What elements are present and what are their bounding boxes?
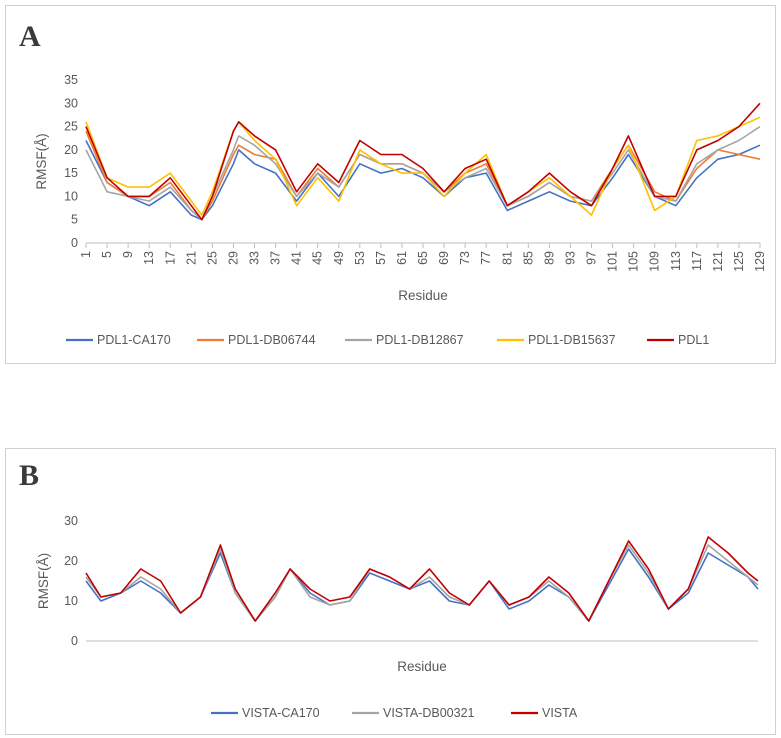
panel-letter-b: B: [19, 459, 40, 492]
legend-item: PDL1-DB06744: [197, 333, 316, 347]
y-tick-label: 30: [64, 96, 78, 110]
x-tick-label: 49: [332, 251, 346, 265]
x-axis-title: Residue: [398, 288, 448, 303]
x-tick-label: 121: [711, 251, 725, 272]
legend-item: PDL1-DB15637: [497, 333, 616, 347]
x-tick-label: 21: [184, 251, 198, 265]
legend-item: VISTA: [511, 706, 578, 720]
y-tick-label: 0: [71, 236, 78, 250]
y-tick-label: 20: [64, 554, 78, 568]
series-line-pdl1-db15637: [85, 116, 761, 216]
legend-label: PDL1-DB06744: [228, 333, 316, 347]
x-tick-label: 45: [311, 251, 325, 265]
x-tick-label: 65: [416, 251, 430, 265]
x-tick-label: 73: [458, 251, 472, 265]
x-tick-label: 41: [290, 251, 304, 265]
x-tick-label: 89: [542, 251, 556, 265]
x-tick-label: 25: [205, 251, 219, 265]
x-tick-label: 101: [606, 251, 620, 272]
legend-label: VISTA: [542, 706, 578, 720]
x-tick-label: 77: [479, 251, 493, 265]
y-tick-label: 10: [64, 594, 78, 608]
panel-letter-a: A: [19, 20, 41, 53]
y-axis-title: RMSF(Å): [36, 553, 51, 609]
x-tick-label: 57: [374, 251, 388, 265]
x-tick-label: 113: [669, 251, 683, 271]
x-tick-label: 125: [732, 251, 746, 272]
x-tick-label: 129: [753, 251, 767, 272]
x-tick-label: 1: [79, 251, 93, 258]
x-axis-title: Residue: [397, 659, 447, 674]
chart-panel-a: A 0 5 10 15 20 25 30 35 1 5 9 13 17 21 25 29 33 37 41 45 49 5…: [5, 5, 776, 364]
y-axis-title: RMSF(Å): [34, 133, 49, 189]
x-tick-label: 37: [269, 251, 283, 265]
x-tick-label: 9: [121, 251, 135, 258]
y-tick-label: 5: [71, 213, 78, 227]
legend-item: PDL1-DB12867: [345, 333, 464, 347]
x-tick-label: 5: [100, 251, 114, 258]
x-tick-label: 29: [226, 251, 240, 265]
legend-label: PDL1: [678, 333, 709, 347]
x-tick-label: 93: [563, 251, 577, 265]
legend-label: PDL1-DB12867: [376, 333, 464, 347]
legend-item: VISTA-DB00321: [352, 706, 475, 720]
x-tick-label: 53: [353, 251, 367, 265]
x-tick-label: 85: [521, 251, 535, 265]
series-line-pdl1: [85, 102, 761, 221]
x-tick-label: 17: [163, 251, 177, 265]
y-tick-label: 0: [71, 634, 78, 648]
legend-label: PDL1-CA170: [97, 333, 171, 347]
legend-label: VISTA-CA170: [242, 706, 320, 720]
x-tick-label: 117: [690, 251, 704, 271]
y-tick-label: 15: [64, 166, 78, 180]
x-tick-label: 61: [395, 251, 409, 265]
series-line-vista-db00321: [85, 544, 759, 622]
chart-panel-b: B 0 10 20 30 RMSF(Å) Residue VISTA-CA170 VISTA-…: [5, 448, 776, 735]
legend-item: PDL1-CA170: [66, 333, 171, 347]
y-tick-label: 10: [64, 189, 78, 203]
x-tick-label: 33: [248, 251, 262, 265]
x-tick-label: 69: [437, 251, 451, 265]
y-tick-label: 25: [64, 120, 78, 134]
rmsf-chart-b: 0 10 20 30 RMSF(Å) Residue VISTA-CA170 VISTA-DB…: [36, 514, 759, 720]
legend-item: PDL1: [647, 333, 709, 347]
legend-item: VISTA-CA170: [211, 706, 320, 720]
x-tick-label: 81: [500, 251, 514, 265]
x-tick-label: 105: [627, 251, 641, 272]
y-tick-label: 30: [64, 514, 78, 528]
y-tick-label: 20: [64, 143, 78, 157]
legend-label: PDL1-DB15637: [528, 333, 616, 347]
x-tick-label: 109: [648, 251, 662, 272]
x-tick-label: 13: [142, 251, 156, 265]
legend-label: VISTA-DB00321: [383, 706, 475, 720]
x-tick-label: 97: [585, 251, 599, 265]
y-tick-label: 35: [64, 73, 78, 87]
series-line-vista: [85, 536, 759, 622]
